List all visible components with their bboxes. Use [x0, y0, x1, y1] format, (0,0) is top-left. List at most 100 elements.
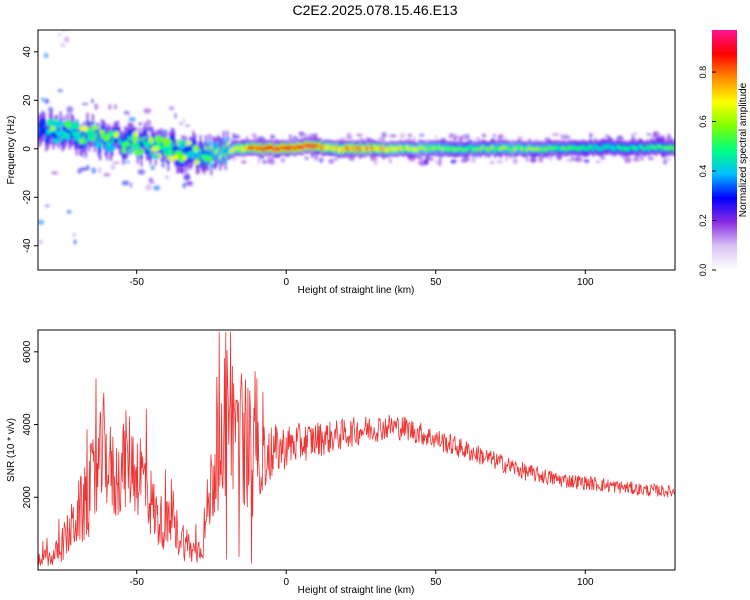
spectrogram-cell	[55, 127, 59, 132]
spectrogram-cell	[294, 146, 297, 151]
spectrogram-cell	[127, 136, 130, 141]
spectrogram-cell	[54, 121, 65, 127]
spectrogram-cell	[268, 159, 276, 165]
spectrogram-cell	[84, 139, 87, 144]
spectrogram-cell	[121, 146, 127, 154]
spectrogram-cell	[615, 144, 618, 150]
spectrogram-cell	[457, 136, 463, 141]
spectrogram-cell	[399, 132, 406, 140]
spectrogram-cell	[319, 143, 322, 148]
spectrogram-cell	[246, 145, 249, 150]
spectrogram-cell	[362, 147, 365, 152]
spectrogram-cell	[554, 145, 557, 151]
x-tick-label: 100	[577, 577, 594, 588]
spectrogram-cell	[45, 134, 48, 139]
snr-y-axis-label: SNR (10 * v/v)	[6, 418, 17, 482]
spectrogram-cell	[91, 98, 94, 104]
spectrogram-cell	[457, 146, 461, 152]
spectrogram-cell	[418, 145, 421, 150]
spectrogram-cell	[529, 158, 538, 162]
spectrogram-cell	[213, 151, 216, 156]
spectrogram-cell	[423, 145, 426, 151]
spectrogram-cell	[454, 147, 457, 152]
spectrogram-cell	[182, 117, 185, 125]
spectrogram-y-axis-label: Frequency (Hz)	[6, 116, 17, 185]
spectrogram-cell	[149, 149, 152, 155]
spectrogram-cell	[419, 133, 425, 137]
spectrogram-frame	[37, 29, 676, 271]
spectrogram-cell	[348, 145, 351, 150]
spectrogram-cell	[129, 136, 132, 142]
spectrogram-cell	[41, 97, 45, 102]
spectrogram-cell	[145, 184, 152, 191]
spectrogram-cell	[493, 148, 496, 153]
spectrogram-cell	[98, 129, 106, 135]
spectrogram-cell	[307, 143, 310, 148]
spectrogram-cell	[251, 146, 254, 151]
spectrogram-cell	[274, 145, 278, 151]
spectrogram-cell	[356, 133, 363, 137]
spectrogram-cell	[66, 106, 74, 113]
spectrogram-cell	[109, 142, 112, 147]
y-tick-label: 40	[22, 46, 33, 58]
spectrogram-cell	[405, 145, 408, 150]
spectrogram-cell	[60, 43, 66, 48]
spectrogram-cell	[664, 146, 667, 151]
spectrogram-cell	[647, 156, 655, 161]
colorbar-tick-label: 0.6	[698, 115, 708, 128]
spectrogram-cell	[504, 146, 507, 151]
spectrogram-cell	[360, 137, 363, 140]
spectrogram-cell	[289, 145, 292, 150]
spectrogram-cell	[190, 150, 193, 155]
spectrogram-cell	[178, 144, 183, 150]
spectrogram-cell	[120, 141, 123, 146]
spectrogram-cell	[413, 136, 416, 140]
spectrogram-cell	[493, 134, 496, 138]
spectrogram-cell	[204, 146, 208, 151]
spectrogram-cell	[626, 146, 629, 152]
spectrogram-cell	[649, 144, 653, 149]
spectrogram-cell	[81, 102, 89, 106]
spectrogram-cell	[240, 160, 247, 164]
spectrogram-cell	[235, 146, 238, 151]
spectrogram-cell	[188, 152, 195, 159]
spectrogram-cell	[592, 146, 595, 152]
spectrogram-cell	[264, 145, 267, 150]
spectrogram-cell	[448, 133, 454, 139]
spectrogram-cell	[147, 145, 150, 150]
spectrogram-cell	[640, 156, 644, 161]
spectrogram-cell	[130, 182, 133, 188]
spectrogram-cell	[318, 157, 324, 163]
spectrogram-cell	[431, 145, 434, 151]
spectrogram-cell	[98, 167, 102, 174]
spectrogram-cell	[321, 146, 324, 151]
spectrogram-cell	[232, 157, 238, 161]
spectrogram-cell	[560, 146, 563, 151]
spectrogram-cell	[669, 145, 672, 150]
spectrogram-cell	[420, 145, 423, 150]
spectrogram-cell	[366, 145, 369, 150]
spectrogram-cell	[610, 145, 613, 150]
spectrogram-cell	[317, 144, 321, 149]
spectrogram-cell	[152, 140, 155, 145]
spectrogram-cell	[174, 112, 177, 119]
colorbar-label: Normalized spectral amplitude	[738, 82, 749, 217]
spectrogram-cell	[162, 137, 172, 146]
y-tick-label: 0	[22, 146, 33, 152]
spectrogram-cell	[111, 138, 114, 143]
spectrogram-cell	[535, 147, 538, 152]
spectrogram-cell	[538, 156, 544, 163]
spectrogram-cell	[168, 106, 175, 111]
spectrogram-cell	[396, 147, 400, 152]
spectrogram-cell	[62, 17, 69, 20]
spectrogram-cell	[301, 145, 304, 150]
spectrogram-cell	[651, 145, 654, 150]
spectrogram-cell	[328, 145, 331, 151]
spectrogram-cell	[202, 154, 209, 159]
spectrogram-cell	[574, 156, 583, 163]
spectrogram-cell	[70, 122, 81, 129]
spectrogram-cell	[612, 145, 615, 150]
spectrogram-cell	[185, 153, 188, 158]
spectrogram-cell	[407, 147, 410, 152]
